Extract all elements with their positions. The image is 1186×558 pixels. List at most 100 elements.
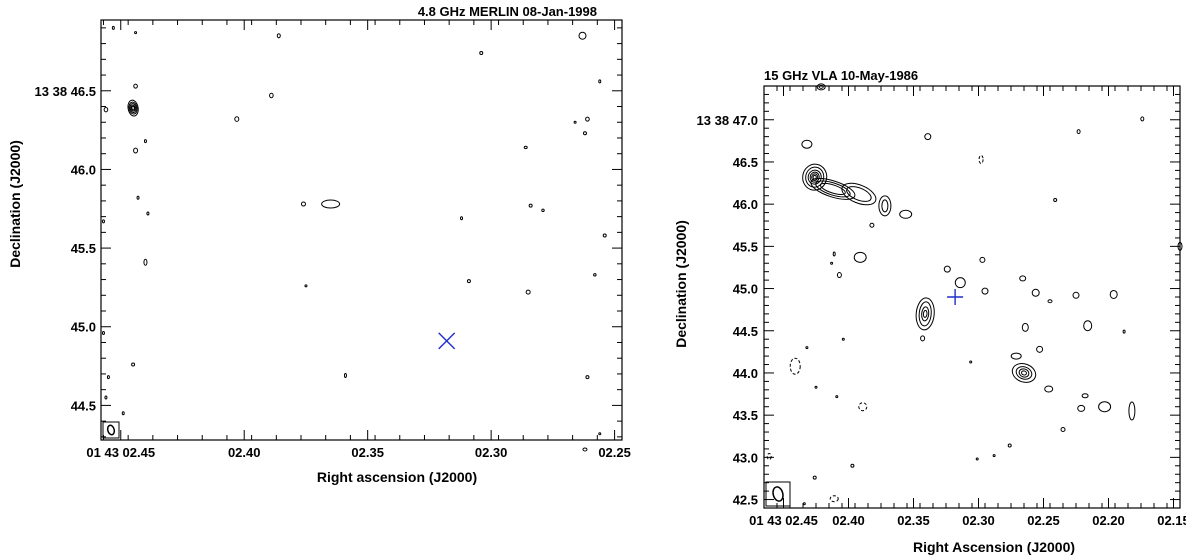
beam-ellipse	[106, 424, 116, 436]
y-tick-label: 13 38 46.5	[35, 84, 96, 99]
contour-line	[841, 182, 877, 206]
contour-line	[234, 116, 240, 122]
contour-line	[981, 287, 989, 295]
contour-line	[943, 265, 951, 273]
contour-line	[598, 79, 602, 84]
y-tick-label: 45.5	[71, 241, 96, 256]
contour-line	[1076, 129, 1081, 135]
contour-line	[809, 171, 820, 183]
contour-line	[143, 139, 147, 144]
contour-line	[466, 279, 471, 284]
contour-line	[869, 222, 875, 228]
contour-line	[801, 139, 813, 149]
contour-line	[969, 360, 973, 364]
contour-line	[133, 147, 139, 154]
contour-line	[814, 385, 818, 389]
contour-line	[602, 233, 607, 238]
contour-line	[979, 256, 986, 263]
contour-line	[1019, 275, 1027, 282]
contour-line	[573, 120, 577, 124]
x-tick-label: 02.35	[351, 445, 384, 460]
y-tick-label: 44.5	[71, 398, 96, 413]
contour-line	[304, 284, 308, 288]
marker-stroke	[438, 332, 456, 350]
contour-line	[1109, 289, 1118, 299]
contour-line	[1060, 427, 1066, 433]
contour-group	[101, 25, 607, 452]
contour-group	[766, 83, 1183, 506]
contour-line	[915, 297, 935, 331]
contour-line	[1053, 197, 1058, 202]
contour-line	[1072, 291, 1080, 299]
contour-line	[523, 145, 528, 150]
contour-line	[578, 31, 587, 40]
contour-line	[992, 454, 996, 458]
contour-line	[127, 99, 139, 117]
x-tick-label: 02.25	[1027, 513, 1060, 528]
y-tick-label: 45.0	[733, 282, 758, 297]
x-tick-label: 02.15	[1157, 513, 1186, 528]
contour-line	[121, 411, 125, 416]
contour-line	[829, 495, 839, 503]
contour-line	[807, 169, 822, 185]
contour-line	[106, 375, 110, 380]
x-tick-label: 02.40	[832, 513, 865, 528]
contour-line	[525, 289, 531, 295]
position-marker-x	[438, 332, 456, 350]
contour-line	[1098, 401, 1112, 413]
vla-xlabel: Right Ascension (J2000)	[913, 539, 1075, 555]
x-tick-label: 01 43 02.45	[749, 513, 818, 528]
contour-line	[954, 277, 966, 289]
contour-line	[818, 84, 824, 89]
contour-line	[858, 402, 868, 412]
contour-line	[830, 261, 834, 265]
beam-ellipse	[772, 486, 784, 502]
contour-line	[300, 201, 306, 207]
vla-panel: 15 GHz VLA 10-May-1986 Right Ascension (…	[673, 68, 1186, 555]
contour-line	[1047, 299, 1053, 304]
merlin-ylabel: Declination (J2000)	[7, 140, 23, 268]
merlin-xlabel: Right ascension (J2000)	[317, 469, 477, 485]
contour-line	[103, 106, 109, 113]
contour-line	[1011, 363, 1037, 383]
vla-title: 15 GHz VLA 10-May-1986	[764, 68, 918, 83]
x-tick-label: 02.35	[897, 513, 930, 528]
contour-line	[1177, 241, 1183, 251]
contour-line	[1140, 116, 1145, 122]
contour-line	[921, 306, 930, 322]
contour-line	[1077, 404, 1086, 412]
contour-line	[810, 178, 856, 200]
contour-line	[878, 195, 892, 217]
contour-line	[593, 273, 597, 277]
contour-line	[321, 199, 341, 209]
plot-frame	[100, 19, 623, 441]
contour-line	[269, 92, 274, 99]
contour-line	[136, 195, 140, 200]
contour-line	[975, 457, 979, 461]
contour-line	[805, 166, 825, 188]
contour-line	[130, 104, 136, 112]
contour-line	[104, 395, 108, 400]
merlin-title: 4.8 GHz MERLIN 08-Jan-1998	[418, 4, 597, 19]
y-tick-label: 46.5	[733, 155, 758, 170]
contour-line	[789, 357, 801, 375]
y-tick-label: 42.5	[733, 493, 758, 508]
y-tick-label: 43.5	[733, 408, 758, 423]
contour-line	[805, 346, 809, 350]
plot-frame	[763, 85, 1181, 509]
contour-line	[978, 154, 984, 164]
contour-line	[1015, 366, 1033, 380]
contour-line	[766, 453, 772, 461]
x-tick-label: 01 43 02.45	[86, 445, 155, 460]
contour-line	[528, 203, 533, 208]
x-tick-label: 02.30	[962, 513, 995, 528]
contour-line	[924, 133, 932, 141]
x-tick-label: 02.40	[228, 445, 261, 460]
contour-line	[128, 101, 138, 115]
y-tick-label: 45.5	[733, 239, 758, 254]
contour-line	[585, 116, 590, 122]
contour-line	[1083, 320, 1093, 332]
contour-line	[850, 463, 855, 468]
y-tick-label: 45.0	[71, 320, 96, 335]
y-tick-label: 44.0	[733, 366, 758, 381]
